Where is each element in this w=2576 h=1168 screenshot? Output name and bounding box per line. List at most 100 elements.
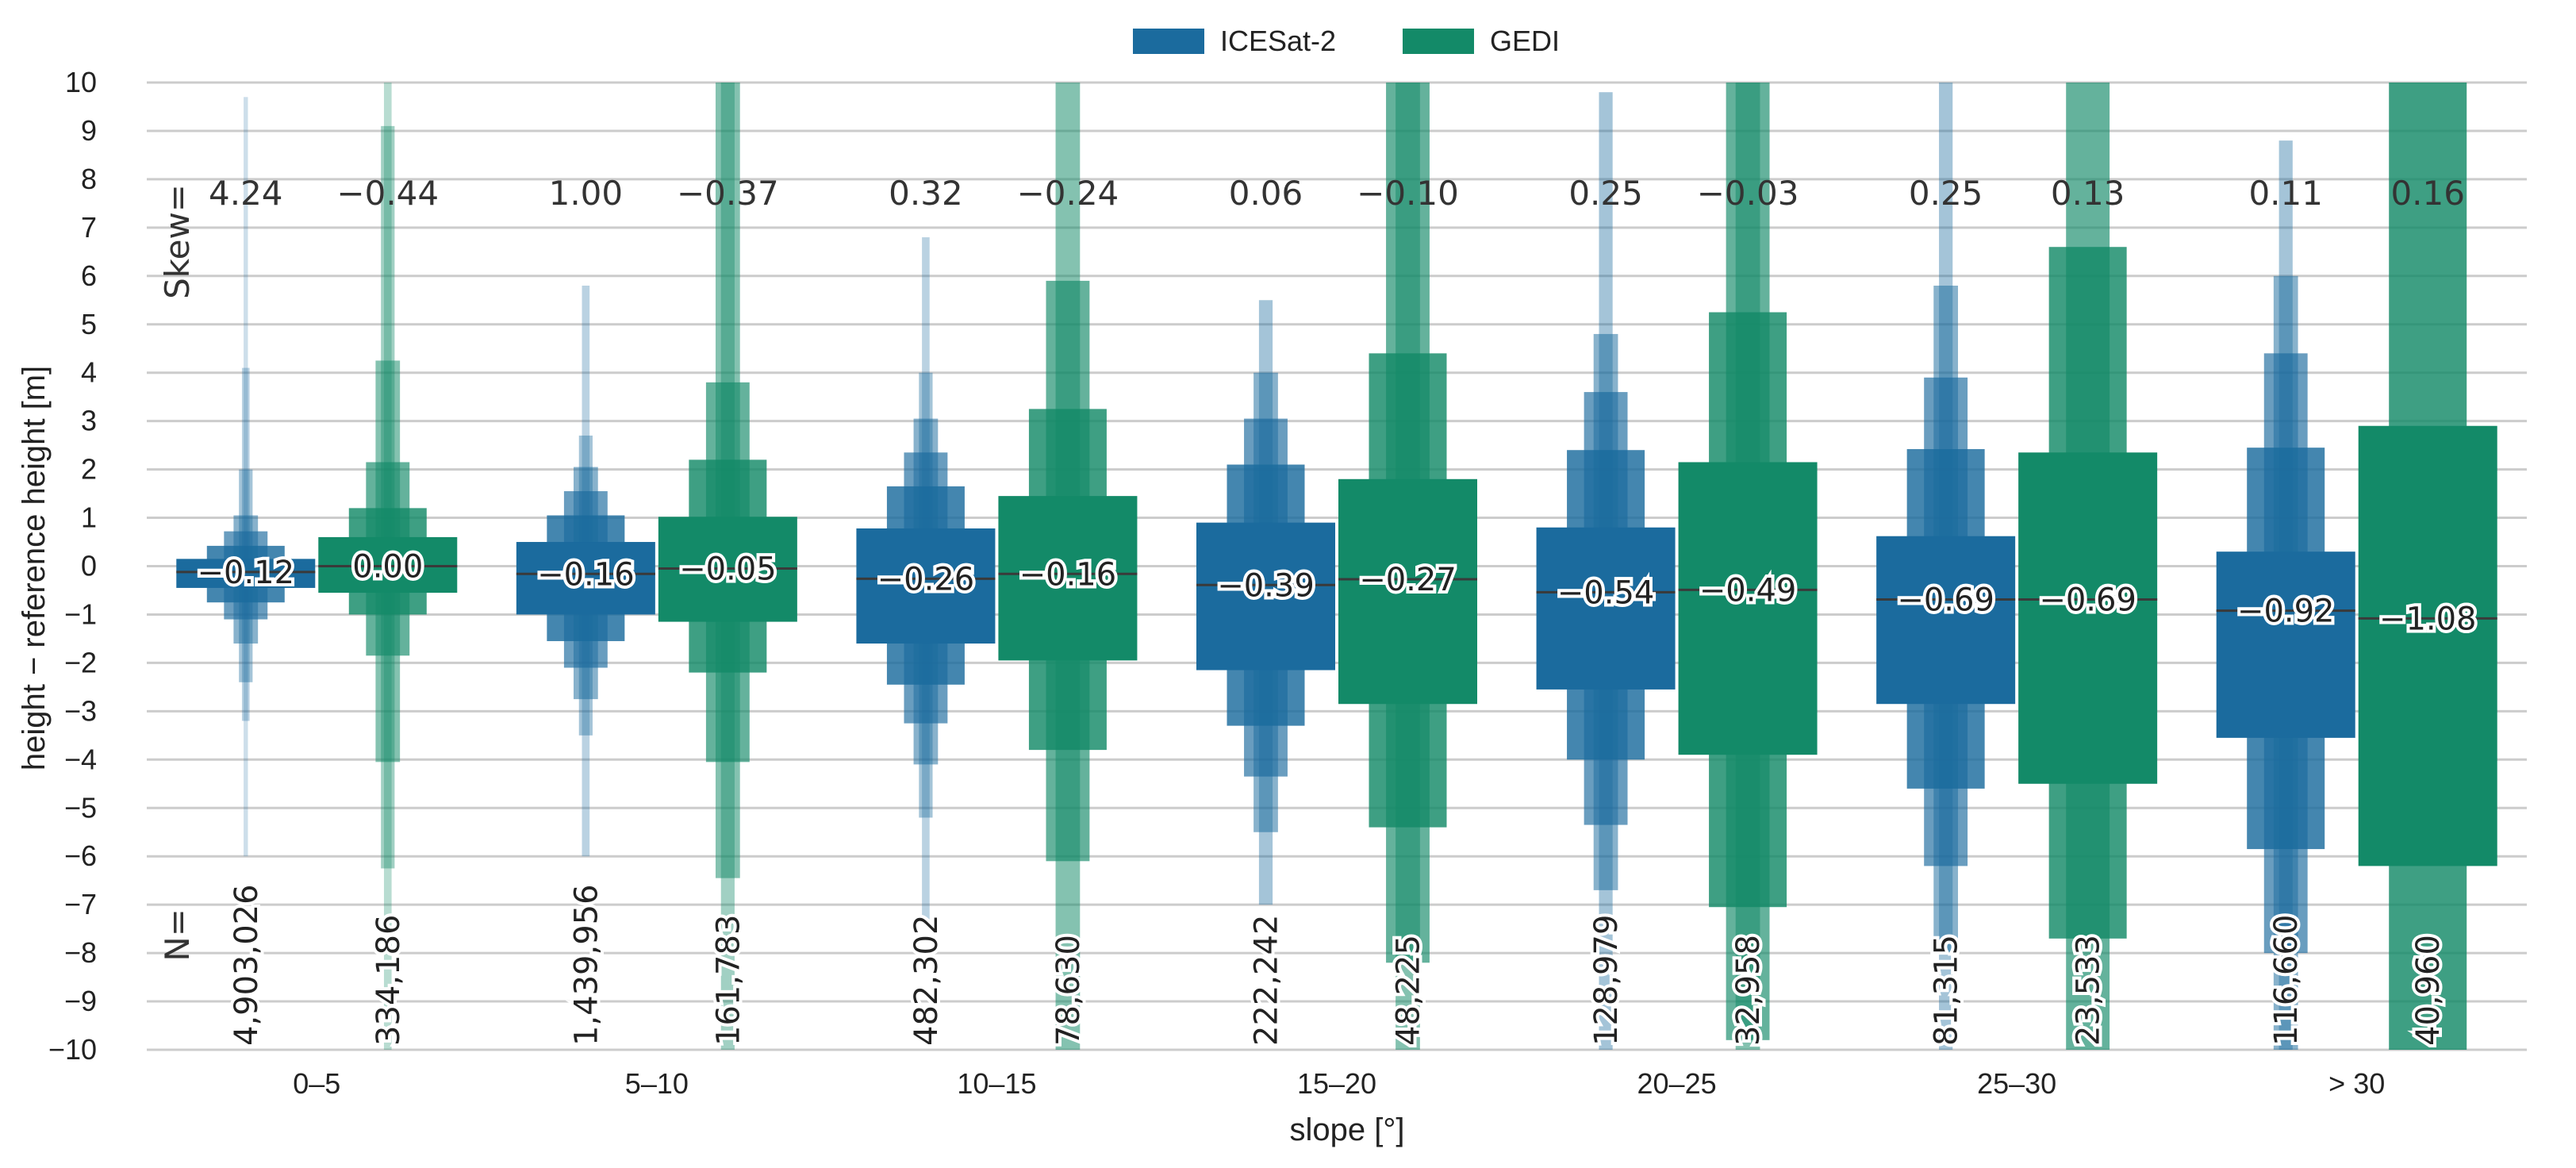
y-tick-label: 5 [81, 308, 97, 340]
skew-label: 0.06 [1229, 174, 1303, 213]
boxen-level [176, 559, 316, 588]
boxen-level [244, 97, 248, 857]
skew-label: −0.10 [1357, 174, 1459, 213]
y-tick-label: 1 [81, 501, 97, 534]
skew-label: 0.16 [2390, 174, 2465, 213]
skew-label: −0.03 [1697, 174, 1799, 213]
median-label: −0.16 [537, 556, 635, 593]
skew-label: 4.24 [209, 174, 283, 213]
skew-label: 0.25 [1909, 174, 1983, 213]
boxen-level [2018, 452, 2158, 784]
n-count-label: 116,660 [2268, 915, 2305, 1046]
y-tick-label: −2 [64, 646, 97, 678]
y-tick-label: 2 [81, 453, 97, 486]
y-tick-label: 0 [81, 550, 97, 582]
x-axis-label: slope [°] [1290, 1112, 1405, 1147]
median-label: −0.05 [679, 551, 777, 588]
y-tick-label: 9 [81, 114, 97, 147]
n-count-label: 23,533 [2071, 935, 2107, 1046]
median-label: 0.00 [352, 549, 423, 586]
y-tick-label: −9 [64, 985, 97, 1017]
n-count-label: 40,960 [2410, 935, 2447, 1046]
median-label: −0.69 [2039, 582, 2136, 619]
median-label: −0.27 [1359, 562, 1457, 598]
boxen-level [1678, 462, 1818, 755]
y-tick-label: −4 [64, 743, 97, 775]
median-label: −0.54 [1557, 574, 1655, 611]
y-axis-label: height − reference height [m] [17, 366, 52, 770]
x-tick-label: 15–20 [1297, 1067, 1376, 1100]
legend-swatch-gedi [1403, 29, 1474, 54]
y-tick-label: 6 [81, 259, 97, 292]
y-tick-label: −5 [64, 791, 97, 824]
x-axis-ticks: 0–5 5–10 10–15 15–20 20–25 25–30 > 30 [293, 1067, 2385, 1100]
n-count-label: 482,302 [908, 915, 945, 1046]
skew-label: −0.24 [1017, 174, 1119, 213]
y-tick-label: 7 [81, 211, 97, 244]
boxen-plot-area [176, 83, 2497, 1051]
gridlines [147, 81, 2527, 1051]
n-count-label: 128,979 [1588, 915, 1625, 1046]
median-label: −0.16 [1019, 556, 1117, 593]
y-tick-label: −8 [64, 936, 97, 969]
n-count-label: 161,783 [710, 915, 747, 1046]
annotations: Skew= N= [158, 184, 197, 962]
x-tick-label: 10–15 [957, 1067, 1036, 1100]
boxen-level [856, 528, 996, 644]
n-count-label: 32,958 [1730, 935, 1767, 1046]
skew-label: 0.32 [889, 174, 963, 213]
median-label: −0.39 [1217, 567, 1315, 604]
median-label: −0.12 [197, 555, 294, 591]
y-tick-label: −1 [64, 597, 97, 630]
boxen-level [1876, 536, 2016, 705]
y-tick-label: 3 [81, 405, 97, 437]
n-count-label: 1,439,956 [568, 884, 605, 1046]
value-labels: −0.12 −0.16 −0.26 −0.39 −0.54 −0.69 −0.92 4.24 1… [194, 174, 2479, 1049]
y-tick-label: −10 [48, 1033, 97, 1066]
y-tick-label: −7 [64, 888, 97, 920]
median-label: −0.49 [1699, 572, 1797, 609]
x-tick-label: 25–30 [1977, 1067, 2056, 1100]
y-tick-label: −3 [64, 694, 97, 727]
boxen-level [998, 496, 1138, 661]
x-tick-label: 0–5 [293, 1067, 340, 1100]
boxen-level [516, 542, 655, 615]
y-tick-label: 8 [81, 163, 97, 195]
boxen-level [1536, 527, 1676, 690]
median-label: −0.92 [2237, 594, 2335, 630]
y-tick-label: 4 [81, 356, 97, 389]
skew-label: 0.25 [1568, 174, 1643, 213]
legend-swatch-icesat2 [1133, 29, 1204, 54]
x-tick-label: > 30 [2328, 1067, 2385, 1100]
n-count-label: 4,903,026 [228, 884, 265, 1046]
median-label: −1.08 [2379, 601, 2477, 637]
skew-label: 0.11 [2248, 174, 2323, 213]
x-tick-label: 5–10 [625, 1067, 689, 1100]
n-count-label: 48,225 [1391, 935, 1427, 1046]
n-count-label: 334,186 [370, 915, 407, 1046]
x-tick-label: 20–25 [1637, 1067, 1717, 1100]
y-tick-label: 10 [65, 66, 97, 98]
boxen-level [2358, 425, 2497, 866]
n-count-label: 78,630 [1050, 935, 1087, 1046]
median-label: −0.69 [1897, 582, 1994, 619]
skew-prefix-label: Skew= [158, 184, 197, 299]
boxen-level [1338, 478, 1477, 705]
legend-label-icesat2: ICESat-2 [1220, 25, 1336, 57]
skew-label: 1.00 [549, 174, 624, 213]
boxen-level [2216, 551, 2355, 738]
boxen-level [318, 536, 458, 594]
skew-label: 0.13 [2051, 174, 2125, 213]
boxen-level [1196, 522, 1335, 670]
legend[interactable]: ICESat-2 GEDI [1133, 25, 1560, 57]
y-tick-label: −6 [64, 840, 97, 872]
n-count-label: 222,242 [1249, 915, 1285, 1046]
skew-label: −0.44 [336, 174, 439, 213]
skew-label: −0.37 [677, 174, 779, 213]
n-count-label: 81,315 [1929, 935, 1965, 1046]
legend-label-gedi: GEDI [1490, 25, 1560, 57]
median-label: −0.26 [877, 561, 975, 597]
n-prefix-label: N= [158, 909, 197, 962]
